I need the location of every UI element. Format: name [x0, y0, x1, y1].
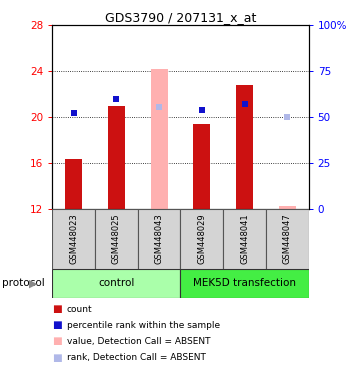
Bar	[223, 209, 266, 269]
Text: percentile rank within the sample: percentile rank within the sample	[67, 321, 220, 330]
Text: ■: ■	[52, 353, 62, 362]
Text: count: count	[67, 305, 92, 314]
Text: GDS3790 / 207131_x_at: GDS3790 / 207131_x_at	[105, 11, 256, 24]
Text: GSM448041: GSM448041	[240, 214, 249, 264]
Bar	[65, 159, 82, 209]
Text: protocol: protocol	[2, 278, 44, 288]
Text: ■: ■	[52, 320, 62, 330]
Text: GSM448047: GSM448047	[283, 214, 292, 265]
Text: GSM448029: GSM448029	[197, 214, 206, 264]
Bar	[52, 269, 180, 298]
Bar	[52, 209, 95, 269]
Text: MEK5D transfection: MEK5D transfection	[193, 278, 296, 288]
Bar	[193, 124, 210, 209]
Bar	[108, 106, 125, 209]
Text: ▶: ▶	[29, 278, 38, 288]
Text: value, Detection Call = ABSENT: value, Detection Call = ABSENT	[67, 337, 210, 346]
Text: GSM448025: GSM448025	[112, 214, 121, 264]
Text: GSM448043: GSM448043	[155, 214, 164, 265]
Bar	[138, 209, 180, 269]
Text: rank, Detection Call = ABSENT: rank, Detection Call = ABSENT	[67, 353, 206, 362]
Text: control: control	[98, 278, 135, 288]
Bar	[180, 209, 223, 269]
Text: GSM448023: GSM448023	[69, 214, 78, 265]
Bar	[95, 209, 138, 269]
Bar	[266, 209, 309, 269]
Bar	[180, 269, 309, 298]
Bar	[151, 69, 168, 209]
Bar	[279, 206, 296, 209]
Text: ■: ■	[52, 336, 62, 346]
Text: ■: ■	[52, 304, 62, 314]
Bar	[236, 85, 253, 209]
